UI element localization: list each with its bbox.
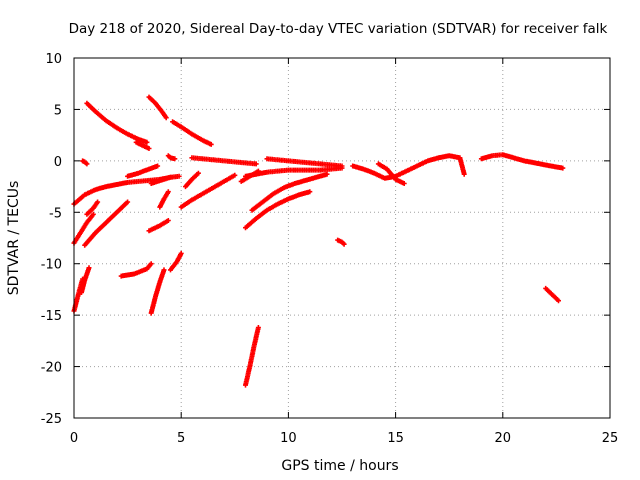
chart-title: Day 218 of 2020, Sidereal Day-to-day VTE… (69, 21, 608, 37)
data-marks (71, 94, 566, 388)
data-series-arc-1 (84, 100, 150, 145)
data-series-arc-2 (146, 94, 169, 121)
x-tick-label: 20 (495, 431, 512, 446)
y-tick-label: -15 (41, 309, 62, 324)
x-tick-label: 15 (387, 431, 404, 446)
y-tick-label: -25 (41, 412, 62, 427)
tick-labels: 0 5 10 15 20 25 -25 -20 -15 -10 -5 0 5 10 (41, 52, 619, 446)
data-series-arc-19 (183, 170, 201, 190)
x-tick-label: 0 (70, 431, 78, 446)
data-series-arc-7 (148, 174, 173, 186)
plot-frame (73, 57, 611, 419)
y-tick-label: -10 (41, 258, 62, 273)
data-series-arc-27 (335, 237, 347, 247)
axis-ticks (73, 57, 611, 419)
data-series-arc-20 (189, 155, 259, 167)
data-series-arc-14 (79, 265, 92, 295)
x-tick-label: 25 (602, 431, 619, 446)
data-series-arc-8 (71, 211, 96, 246)
data-series-arc-15 (118, 261, 154, 279)
y-tick-label: 5 (54, 103, 62, 118)
data-series-arc-3 (170, 119, 214, 147)
data-series-arc-4 (133, 139, 152, 151)
data-series-arc-17 (168, 250, 184, 273)
x-tick-label: 10 (280, 431, 297, 446)
x-axis-label: GPS time / hours (281, 458, 398, 474)
data-series-arc-10 (84, 199, 101, 217)
y-tick-label: 0 (54, 155, 62, 170)
data-series-arc-23 (249, 171, 330, 213)
data-series-arc-22 (243, 189, 313, 231)
data-series-arc-30 (478, 152, 566, 171)
data-series-arc-21 (243, 325, 261, 388)
y-tick-label: 10 (45, 52, 62, 67)
data-series-arc-31 (543, 285, 561, 304)
y-axis-label: SDTVAR / TECUs (6, 181, 22, 296)
data-series-arc-25 (238, 168, 261, 184)
data-series-arc-12 (157, 189, 171, 210)
data-series-arc-18 (178, 172, 238, 210)
grid-lines (74, 58, 610, 418)
data-series-arc-33 (165, 153, 178, 162)
data-series-arc-28 (350, 153, 467, 181)
y-tick-label: -20 (41, 361, 62, 376)
data-series-arc-32 (80, 158, 90, 167)
data-series-arc-6 (125, 163, 161, 179)
data-series-arc-9 (82, 199, 131, 248)
data-series-arc-11 (146, 218, 171, 234)
y-tick-label: -5 (49, 206, 62, 221)
data-series-arc-16 (148, 267, 167, 316)
x-tick-label: 5 (177, 431, 185, 446)
data-series-arc-26 (264, 156, 345, 169)
data-series-arc-29 (375, 161, 407, 186)
